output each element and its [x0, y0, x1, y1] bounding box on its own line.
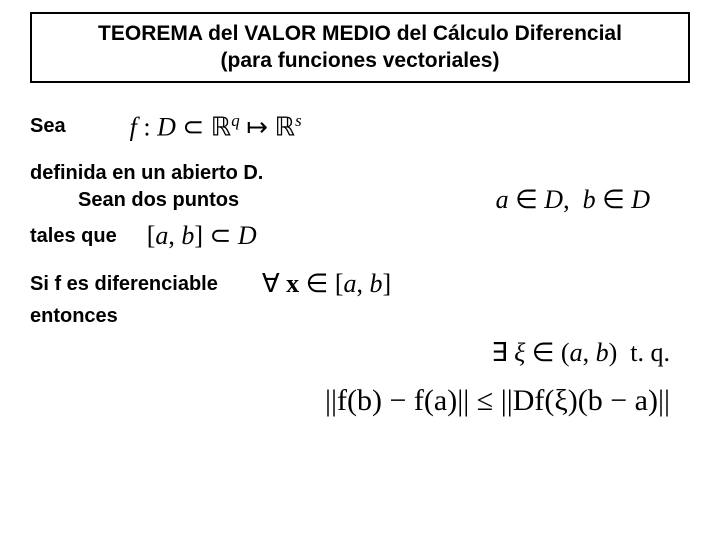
text-si-diff: Si f es diferenciable	[30, 273, 218, 296]
math-interval: [a, b] ⊂ D	[147, 221, 257, 251]
text-sea: Sea	[30, 115, 66, 138]
math-inequality: ||f(b) − f(a)|| ≤ ||Df(ξ)(b − a)||	[30, 384, 670, 418]
text-tales-que: tales que	[30, 225, 117, 248]
theorem-title-box: TEOREMA del VALOR MEDIO del Cálculo Dife…	[30, 12, 690, 83]
line-tales: tales que [a, b] ⊂ D	[30, 221, 690, 251]
math-forall: ∀ x ∈ [a, b]	[262, 269, 391, 299]
slide-container: TEOREMA del VALOR MEDIO del Cálculo Dife…	[0, 0, 720, 430]
conclusion-block: ∃ ξ ∈ (a, b) t. q. ||f(b) − f(a)|| ≤ ||D…	[30, 338, 690, 418]
text-entonces: entonces	[30, 305, 690, 328]
text-sean-puntos: Sean dos puntos	[78, 189, 239, 212]
math-map: f : D ⊂ ℝq ↦ ℝs	[130, 111, 302, 143]
theorem-title-line1: TEOREMA del VALOR MEDIO del Cálculo Dife…	[42, 20, 678, 47]
text-definida: definida en un abierto D.	[30, 162, 690, 185]
line-diff: Si f es diferenciable ∀ x ∈ [a, b]	[30, 269, 690, 299]
line-sea: Sea f : D ⊂ ℝq ↦ ℝs	[30, 111, 690, 143]
line-sean: Sean dos puntos a ∈ D, b ∈ D	[30, 185, 690, 215]
theorem-title-line2: (para funciones vectoriales)	[42, 47, 678, 74]
math-points: a ∈ D, b ∈ D	[496, 185, 650, 215]
math-exists: ∃ ξ ∈ (a, b) t. q.	[30, 338, 670, 368]
